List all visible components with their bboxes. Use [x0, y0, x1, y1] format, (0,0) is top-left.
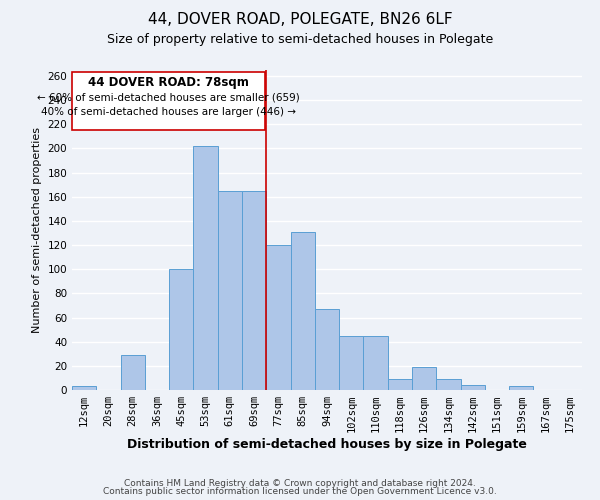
Text: Size of property relative to semi-detached houses in Polegate: Size of property relative to semi-detach…	[107, 32, 493, 46]
X-axis label: Distribution of semi-detached houses by size in Polegate: Distribution of semi-detached houses by …	[127, 438, 527, 451]
Text: 44 DOVER ROAD: 78sqm: 44 DOVER ROAD: 78sqm	[88, 76, 249, 88]
Text: Contains public sector information licensed under the Open Government Licence v3: Contains public sector information licen…	[103, 487, 497, 496]
Bar	[169, 269, 193, 390]
Bar	[72, 386, 96, 390]
Text: 44, DOVER ROAD, POLEGATE, BN26 6LF: 44, DOVER ROAD, POLEGATE, BN26 6LF	[148, 12, 452, 28]
Text: Contains HM Land Registry data © Crown copyright and database right 2024.: Contains HM Land Registry data © Crown c…	[124, 478, 476, 488]
Bar	[412, 367, 436, 390]
Bar	[509, 386, 533, 390]
Bar	[388, 379, 412, 390]
Text: 40% of semi-detached houses are larger (446) →: 40% of semi-detached houses are larger (…	[41, 108, 296, 118]
Bar	[242, 191, 266, 390]
Bar	[436, 379, 461, 390]
Bar	[461, 385, 485, 390]
Bar	[364, 336, 388, 390]
Bar	[290, 232, 315, 390]
Bar	[193, 146, 218, 390]
Bar	[315, 309, 339, 390]
Y-axis label: Number of semi-detached properties: Number of semi-detached properties	[32, 127, 42, 333]
Bar	[339, 336, 364, 390]
Text: ← 60% of semi-detached houses are smaller (659): ← 60% of semi-detached houses are smalle…	[37, 93, 300, 103]
Bar	[218, 191, 242, 390]
FancyBboxPatch shape	[72, 72, 265, 130]
Bar	[266, 245, 290, 390]
Bar	[121, 355, 145, 390]
